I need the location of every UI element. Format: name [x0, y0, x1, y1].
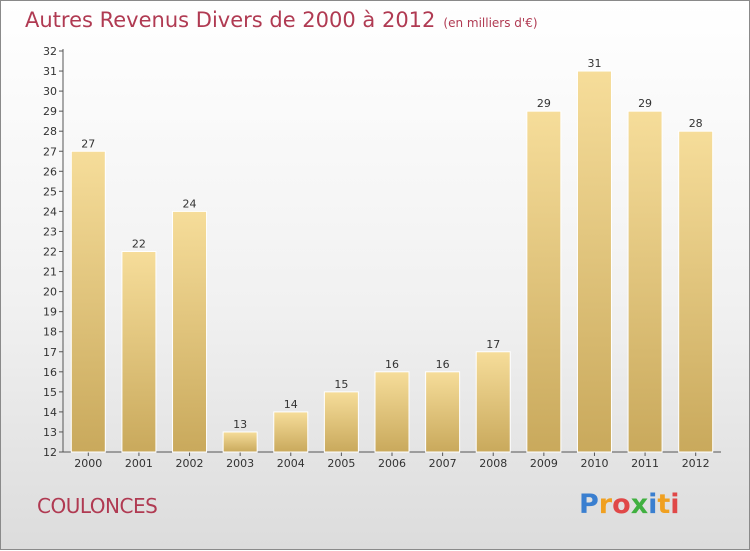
y-tick-label: 21 [43, 266, 57, 279]
bar-2009 [526, 110, 562, 453]
bar-2001 [121, 251, 157, 453]
value-label-2005: 15 [334, 378, 348, 391]
bar-2011 [627, 110, 663, 453]
logo-letter: i [648, 489, 658, 520]
value-label-2012: 28 [689, 117, 703, 130]
x-tick-label-2000: 2000 [74, 457, 102, 470]
proxiti-logo: Proxiti [579, 489, 680, 520]
y-tick-label: 27 [43, 145, 57, 158]
x-tick-label-2004: 2004 [277, 457, 305, 470]
bar-2010 [576, 70, 612, 453]
y-tick-label: 26 [43, 165, 57, 178]
chart-value-labels: 27 22 24 13 14 15 16 16 17 29 31 29 28 [81, 57, 702, 431]
logo-letter: o [612, 489, 631, 520]
bar-2000 [70, 150, 106, 453]
y-tick-label: 20 [43, 286, 57, 299]
chart-title: Autres Revenus Divers de 2000 à 2012 (en … [25, 8, 538, 32]
value-label-2001: 22 [132, 238, 146, 251]
x-tick-label-2008: 2008 [479, 457, 507, 470]
y-tick-label: 16 [43, 366, 57, 379]
logo-letter: P [579, 489, 599, 520]
bar-2007 [425, 371, 461, 453]
y-tick-label: 13 [43, 426, 57, 439]
y-tick-label: 12 [43, 446, 57, 459]
y-tick-label: 19 [43, 306, 57, 319]
x-tick-label-2012: 2012 [682, 457, 710, 470]
y-tick-label: 28 [43, 125, 57, 138]
chart-bars [70, 70, 714, 453]
value-label-2002: 24 [183, 197, 197, 210]
bar-2008 [475, 351, 511, 453]
value-label-2004: 14 [284, 398, 298, 411]
x-tick-label-2011: 2011 [631, 457, 659, 470]
x-tick-label-2002: 2002 [176, 457, 204, 470]
value-label-2009: 29 [537, 97, 551, 110]
logo-letter: x [630, 489, 649, 520]
x-tick-label-2009: 2009 [530, 457, 558, 470]
bar-2012 [678, 130, 714, 453]
y-tick-label: 17 [43, 346, 57, 359]
location-name: COULONCES [37, 494, 158, 518]
y-tick-label: 14 [43, 406, 57, 419]
y-tick-label: 23 [43, 225, 57, 238]
x-tick-label-2006: 2006 [378, 457, 406, 470]
value-label-2007: 16 [436, 358, 450, 371]
y-tick-label: 24 [43, 205, 57, 218]
y-tick-label: 32 [43, 45, 57, 58]
x-tick-label-2010: 2010 [580, 457, 608, 470]
value-label-2003: 13 [233, 418, 247, 431]
bar-2006 [374, 371, 410, 453]
value-label-2008: 17 [486, 338, 500, 351]
chart-title-text: Autres Revenus Divers de 2000 à 2012 [25, 8, 436, 32]
y-tick-label: 29 [43, 105, 57, 118]
x-tick-label-2005: 2005 [327, 457, 355, 470]
value-label-2011: 29 [638, 97, 652, 110]
y-tick-label: 22 [43, 246, 57, 259]
x-tick-label-2003: 2003 [226, 457, 254, 470]
y-tick-label: 25 [43, 185, 57, 198]
logo-letter: r [598, 489, 613, 520]
y-tick-label: 18 [43, 326, 57, 339]
bar-2003 [222, 431, 258, 453]
chart-axes: 12 13 14 15 16 17 18 19 20 21 22 23 24 25 26 27 28 29 30 31… [43, 45, 721, 470]
y-tick-label: 15 [43, 386, 57, 399]
x-tick-label-2007: 2007 [429, 457, 457, 470]
chart-unit: (en milliers d'€) [443, 16, 538, 30]
bar-2002 [172, 210, 208, 453]
y-tick-label: 31 [43, 65, 57, 78]
logo-letter: i [670, 489, 680, 520]
value-label-2000: 27 [81, 137, 95, 150]
value-label-2006: 16 [385, 358, 399, 371]
logo-letter: t [657, 489, 671, 520]
value-label-2010: 31 [587, 57, 601, 70]
x-tick-label-2001: 2001 [125, 457, 153, 470]
bar-2004 [273, 411, 309, 453]
bar-2005 [323, 391, 359, 453]
y-tick-label: 30 [43, 85, 57, 98]
